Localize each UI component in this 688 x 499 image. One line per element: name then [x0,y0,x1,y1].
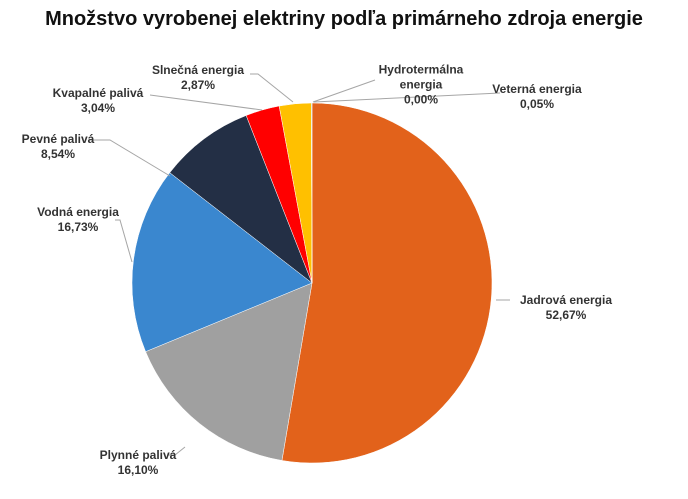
value-label: 0,00% [403,92,439,107]
leader-line [115,219,133,263]
data-label: Vodná energia 16,73% [18,205,138,235]
chart-title: Množstvo vyrobenej elektriny podľa primá… [45,8,643,30]
pie-slice [169,115,313,284]
value-label: 2,87% [180,78,216,92]
pie-slice [311,102,313,284]
leader-line [250,73,294,103]
data-label: Jadrová energia 52,67% [506,293,626,323]
pie-slice [281,102,493,464]
data-label: Hydrotermálna energia 0,00% [371,63,471,108]
value-label: 16,10% [117,463,159,477]
category-name: Kvapalné palivá [52,86,144,100]
data-label: Plynné palivá 16,10% [78,448,198,478]
data-label: Veterná energia 0,05% [477,82,597,112]
data-label: Kvapalné palivá 3,04% [38,86,158,116]
category-name: Slnečná energia [151,63,245,77]
category-name: Hydrotermálna energia [378,62,464,92]
value-label: 52,67% [545,308,587,322]
value-label: 16,73% [57,220,99,234]
category-name: Plynné palivá [99,448,177,462]
category-name: Veterná energia [492,82,582,96]
category-name: Pevné palivá [21,132,95,146]
value-label: 0,05% [519,97,555,111]
category-name: Vodná energia [37,205,119,219]
leader-line [90,139,171,177]
leader-line [149,94,263,111]
value-label: 3,04% [80,101,116,115]
leader-line [168,446,186,456]
leader-line [313,92,501,103]
value-label: 8,54% [40,147,76,161]
category-name: Jadrová energia [519,293,613,307]
pie-slice [145,282,313,461]
data-label: Slnečná energia 2,87% [138,63,258,93]
pie-slice [131,172,313,353]
leader-line [312,79,376,103]
data-label: Pevné palivá 8,54% [0,132,118,162]
